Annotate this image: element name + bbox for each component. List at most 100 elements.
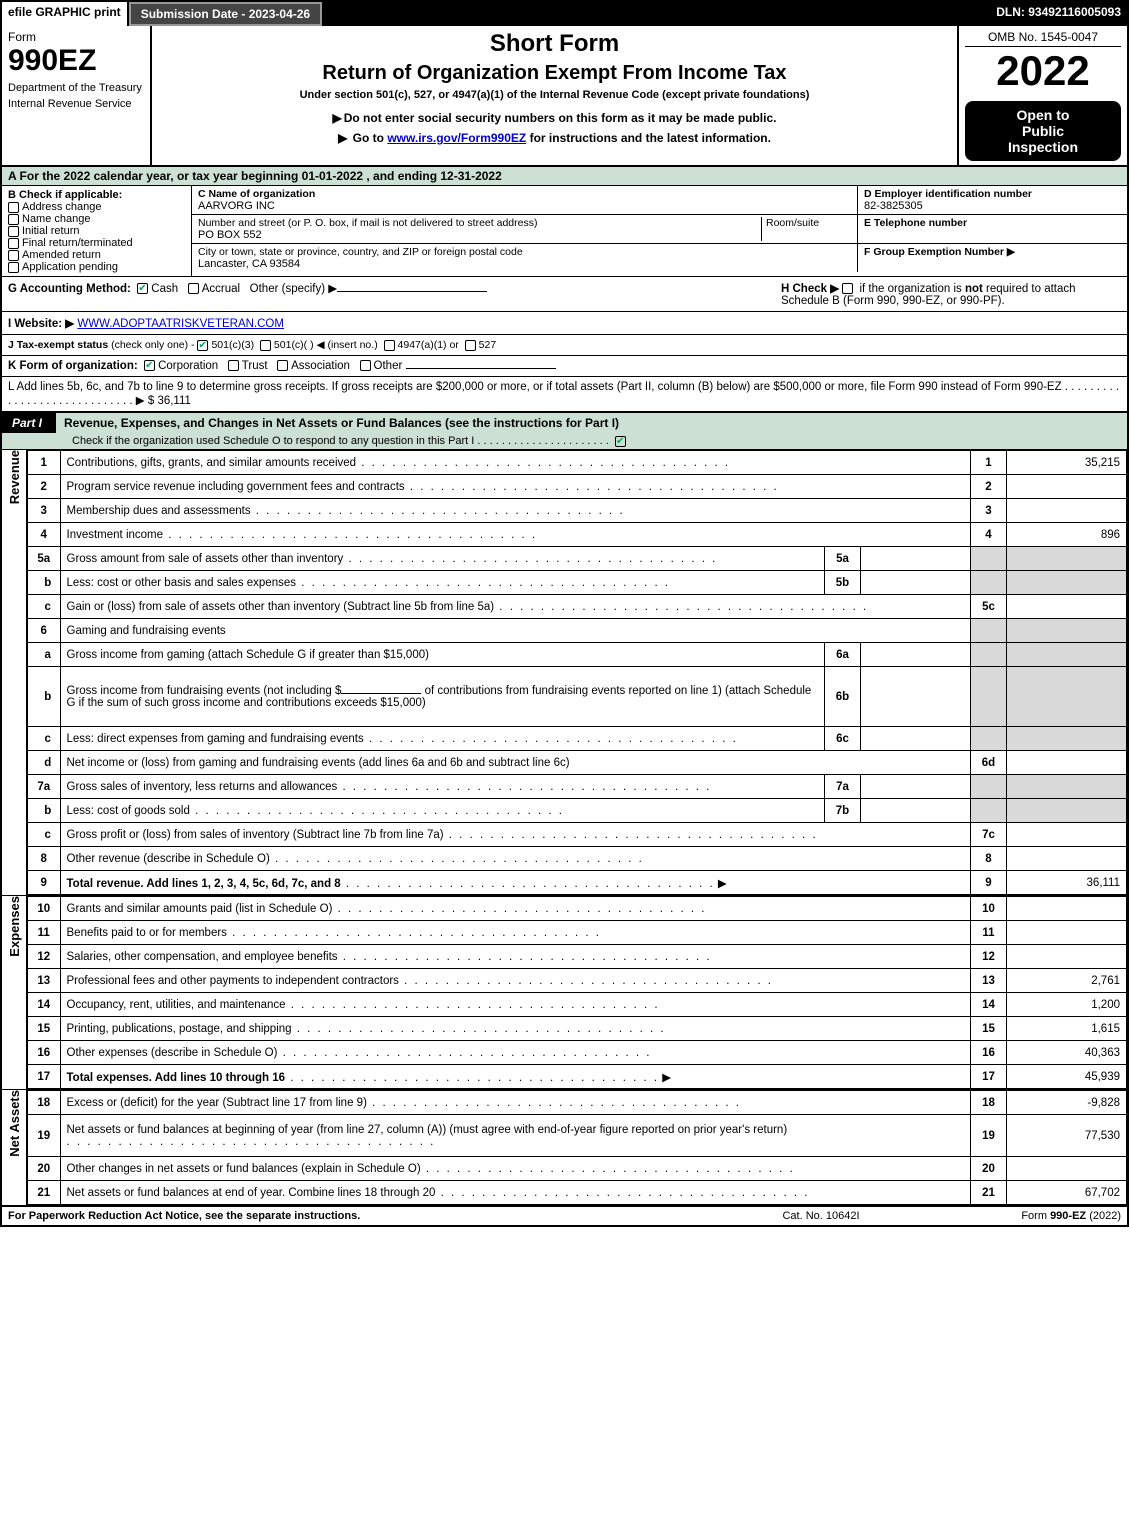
net-assets-text: Net Assets <box>7 1090 22 1157</box>
mn-6c: 6c <box>825 727 861 751</box>
val-8 <box>1007 847 1127 871</box>
ln-6: 6 <box>28 619 60 643</box>
desc-18: Excess or (deficit) for the year (Subtra… <box>67 1097 367 1109</box>
rn-17: 17 <box>971 1065 1007 1089</box>
mv-6c <box>861 727 971 751</box>
cb-other-org[interactable] <box>360 360 371 371</box>
net-assets-vlabel: Net Assets <box>2 1090 28 1205</box>
desc-10: Grants and similar amounts paid (list in… <box>67 903 333 915</box>
ln-6c: c <box>28 727 60 751</box>
desc-13: Professional fees and other payments to … <box>67 975 399 987</box>
section-bcdef: B Check if applicable: Address change Na… <box>2 186 1127 277</box>
line-14: 14Occupancy, rent, utilities, and mainte… <box>28 993 1127 1017</box>
line-20: 20 Other changes in net assets or fund ba… <box>28 1157 1127 1181</box>
ln-18: 18 <box>28 1091 60 1115</box>
cb-schedule-b[interactable] <box>842 283 853 294</box>
line-18: 18 Excess or (deficit) for the year (Subt… <box>28 1091 1127 1115</box>
val-12 <box>1007 945 1127 969</box>
other-specify-input[interactable] <box>337 291 487 292</box>
revenue-vlabel: Revenue <box>2 450 28 895</box>
desc-21: Net assets or fund balances at end of ye… <box>67 1187 436 1199</box>
cb-schedule-o-part-i[interactable] <box>615 436 626 447</box>
submission-date: Submission Date - 2023-04-26 <box>129 2 322 26</box>
tax-year: 2022 <box>965 47 1121 95</box>
val-17: 45,939 <box>1007 1065 1127 1089</box>
cb-name-change[interactable]: Name change <box>8 213 185 225</box>
g-accounting: G Accounting Method: Cash Accrual Other … <box>8 281 771 307</box>
rn-15: 15 <box>971 1017 1007 1041</box>
cb-amended-return[interactable]: Amended return <box>8 249 185 261</box>
line-21: 21Net assets or fund balances at end of … <box>28 1181 1127 1205</box>
cb-4947[interactable] <box>384 340 395 351</box>
rn-6b-grey <box>971 667 1007 727</box>
desc-11: Benefits paid to or for members <box>67 927 227 939</box>
footer-ra: Form <box>1021 1210 1050 1222</box>
main-title: Return of Organization Exempt From Incom… <box>158 62 951 85</box>
page-footer: For Paperwork Reduction Act Notice, see … <box>2 1205 1127 1225</box>
expenses-vlabel: Expenses <box>2 896 28 1089</box>
cb-address-change-label: Address change <box>22 201 102 213</box>
desc-5b: Less: cost or other basis and sales expe… <box>67 577 297 589</box>
revenue-text: Revenue <box>7 450 22 504</box>
cb-501c[interactable] <box>260 340 271 351</box>
desc-5c: Gain or (loss) from sale of assets other… <box>67 601 495 613</box>
cb-527[interactable] <box>465 340 476 351</box>
ln-4: 4 <box>28 523 60 547</box>
net-assets-table: 18 Excess or (deficit) for the year (Subt… <box>28 1090 1127 1205</box>
cb-accrual[interactable] <box>188 283 199 294</box>
ln-20: 20 <box>28 1157 60 1181</box>
cb-trust[interactable] <box>228 360 239 371</box>
section-b: B Check if applicable: Address change Na… <box>2 186 192 276</box>
cb-cash[interactable] <box>137 283 148 294</box>
line-9: 9Total revenue. Add lines 1, 2, 3, 4, 5c… <box>28 871 1127 895</box>
val-7b-grey <box>1007 799 1127 823</box>
val-6-grey <box>1007 619 1127 643</box>
website-link[interactable]: WWW.ADOPTAATRISKVETERAN.COM <box>77 318 284 330</box>
section-f-group: F Group Exemption Number ▶ <box>857 244 1127 272</box>
desc-20: Other changes in net assets or fund bala… <box>67 1163 421 1175</box>
desc-4: Investment income <box>67 529 164 541</box>
header-center: Short Form Return of Organization Exempt… <box>152 26 957 165</box>
cb-final-return-label: Final return/terminated <box>22 237 133 249</box>
cb-initial-return[interactable]: Initial return <box>8 225 185 237</box>
irs-link[interactable]: www.irs.gov/Form990EZ <box>387 131 526 145</box>
l-amount: 36,111 <box>154 395 191 407</box>
form-number: 990EZ <box>8 44 144 78</box>
section-d-ein: D Employer identification number 82-3825… <box>857 186 1127 214</box>
rn-8: 8 <box>971 847 1007 871</box>
open-to-public-badge: Open to Public Inspection <box>965 101 1121 161</box>
desc-19: Net assets or fund balances at beginning… <box>67 1124 788 1136</box>
trust-label: Trust <box>242 360 268 372</box>
line-1: 1Contributions, gifts, grants, and simil… <box>28 451 1127 475</box>
open3: Inspection <box>969 139 1117 155</box>
footer-left: For Paperwork Reduction Act Notice, see … <box>8 1210 721 1222</box>
cb-corporation[interactable] <box>144 360 155 371</box>
rn-6c-grey <box>971 727 1007 751</box>
line-7b: bLess: cost of goods sold7b <box>28 799 1127 823</box>
rn-12: 12 <box>971 945 1007 969</box>
room-suite-label: Room/suite <box>761 217 851 241</box>
desc-2: Program service revenue including govern… <box>67 481 405 493</box>
efile-print-label[interactable]: efile GRAPHIC print <box>2 2 129 26</box>
cb-501c3[interactable] <box>197 340 208 351</box>
open2: Public <box>969 123 1117 139</box>
cb-address-change[interactable]: Address change <box>8 201 185 213</box>
other-org-input[interactable] <box>406 368 556 369</box>
association-label: Association <box>291 360 350 372</box>
line-3: 3Membership dues and assessments3 <box>28 499 1127 523</box>
mn-5b: 5b <box>825 571 861 595</box>
cb-association[interactable] <box>277 360 288 371</box>
val-6b-grey <box>1007 667 1127 727</box>
cb-application-pending[interactable]: Application pending <box>8 261 185 273</box>
section-a-tax-year: A For the 2022 calendar year, or tax yea… <box>2 167 1127 186</box>
val-3 <box>1007 499 1127 523</box>
rn-20: 20 <box>971 1157 1007 1181</box>
cb-application-pending-label: Application pending <box>22 261 118 273</box>
topbar: efile GRAPHIC print Submission Date - 20… <box>2 2 1127 26</box>
b-title: B Check if applicable: <box>8 189 185 201</box>
527-label: 527 <box>479 339 497 351</box>
val-6d <box>1007 751 1127 775</box>
6b-amount-input[interactable] <box>341 693 421 694</box>
mv-5a <box>861 547 971 571</box>
cb-final-return[interactable]: Final return/terminated <box>8 237 185 249</box>
